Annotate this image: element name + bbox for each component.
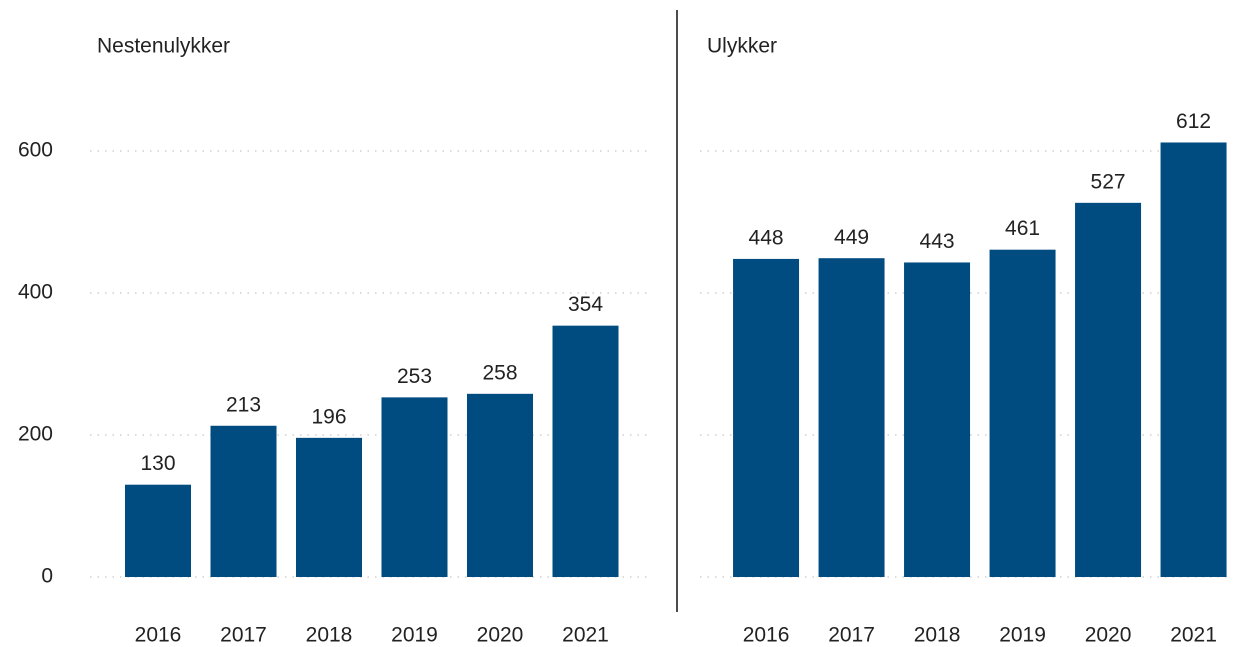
panel-title: Nestenulykker	[97, 35, 230, 58]
value-label: 449	[834, 226, 869, 249]
x-tick-label: 2020	[1085, 624, 1132, 647]
value-label: 253	[397, 365, 432, 388]
x-tick-label: 2021	[1170, 624, 1217, 647]
x-tick-label: 2016	[743, 624, 790, 647]
x-tick-label: 2018	[914, 624, 961, 647]
bar	[467, 393, 533, 577]
x-tick-label: 2021	[562, 624, 609, 647]
value-label: 130	[140, 452, 175, 475]
bar	[989, 249, 1056, 577]
bar	[733, 258, 800, 577]
x-tick-label: 2018	[306, 624, 353, 647]
panel-title: Ulykker	[707, 35, 777, 58]
bar	[210, 425, 277, 577]
value-label: 213	[226, 393, 261, 416]
y-tick-label: 600	[18, 139, 53, 162]
value-label: 196	[311, 405, 346, 428]
bar	[1160, 142, 1227, 578]
bar	[125, 484, 191, 577]
x-tick-label: 2019	[999, 624, 1046, 647]
bar	[381, 397, 448, 577]
y-tick-label: 0	[41, 565, 53, 588]
value-label: 461	[1005, 217, 1040, 240]
value-label: 527	[1091, 170, 1126, 193]
y-tick-label: 400	[18, 281, 53, 304]
bar	[818, 258, 885, 577]
bar	[296, 437, 362, 577]
bar	[904, 262, 971, 577]
value-label: 443	[920, 230, 955, 253]
y-tick-label: 200	[18, 423, 53, 446]
value-label: 354	[568, 293, 603, 316]
value-label: 612	[1176, 110, 1211, 133]
value-label: 258	[482, 361, 517, 384]
value-label: 448	[749, 226, 784, 249]
bar	[1075, 202, 1142, 577]
x-tick-label: 2016	[135, 624, 182, 647]
x-tick-label: 2019	[391, 624, 438, 647]
x-tick-label: 2017	[828, 624, 875, 647]
x-tick-label: 2017	[220, 624, 267, 647]
x-tick-label: 2020	[477, 624, 524, 647]
bar	[552, 325, 619, 577]
